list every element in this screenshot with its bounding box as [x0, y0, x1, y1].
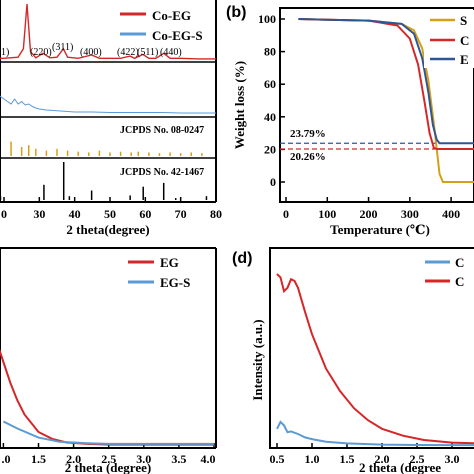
panel-b-ytick-label: 20: [264, 142, 276, 156]
panel-a-xtick-label: 40: [69, 207, 81, 221]
panel-a: 0 30 40 50 60 70 80 Co-EG Co-EG-S 1) (220) (31…: [0, 0, 222, 237]
panel-b-xtick-label: 300: [401, 207, 419, 221]
panel-d-xtick-label: 1.5: [340, 452, 355, 466]
peak-label-422: (422): [117, 47, 139, 58]
legend-co-eg-s-label: Co-EG-S: [152, 28, 203, 43]
panel-d-xtick-label: 2.5: [410, 452, 425, 466]
peak-label-111: 1): [1, 47, 9, 58]
panel-d-xtick-label: 1.0: [305, 452, 320, 466]
panel-c-xtick-label: 3.0: [136, 452, 151, 466]
panel-c-xtick-label: 2.5: [101, 452, 116, 466]
tga-curve-e: [298, 18, 474, 145]
eg-s-curve: [2, 420, 214, 445]
panel-a-xtick-label: 80: [210, 207, 222, 221]
panel-c-xtick-label: 3.5: [171, 452, 186, 466]
panel-b-xtick-label: 100: [318, 207, 336, 221]
panel-b-ytick-label: 40: [264, 110, 276, 124]
panel-b-ytick-label: 0: [270, 175, 276, 189]
panel-d: (d) Intensity (a.u.) 0.5 1.0 1.5 2.0 2.5 3.0 …: [232, 247, 474, 474]
annotation-23-79: 23.79%: [290, 128, 326, 140]
legend-d-blue-label: C: [455, 255, 464, 270]
panel-c-xtick-label: 2.0: [66, 452, 81, 466]
panel-c-xtick-label: 4.0: [201, 452, 216, 466]
legend-eg-s-label: EG-S: [160, 275, 190, 290]
co-eg-s-curve: [0, 95, 216, 114]
d-curve-blue: [276, 420, 474, 447]
peak-label-511: (511): [137, 47, 158, 58]
co-eg-curve: [0, 3, 216, 60]
panel-c-xtick-label: 1.5: [31, 452, 46, 466]
panel-b-xtick-label: 400: [442, 207, 460, 221]
panel-d-xtick-label: 2.0: [375, 452, 390, 466]
panel-b-frame: [279, 7, 474, 203]
panel-c-xlabel: 2 theta (degree): [65, 460, 151, 474]
panel-b: (b) Weight loss (%) Temperature (℃) 0 20 4…: [226, 4, 474, 237]
panel-b-xtick-label: 200: [360, 207, 378, 221]
panel-c-xtick-label: .0: [2, 452, 11, 466]
ref-label-08-0247: JCPDS No. 08-0247: [120, 125, 204, 136]
panel-d-xlabel: 2 theta (degree: [359, 460, 441, 474]
panel-d-xtick-label: 0.5: [270, 452, 285, 466]
panel-b-ylabel: Weight loss (%): [232, 61, 247, 149]
panel-a-xtick-label: 50: [104, 207, 116, 221]
jcpds-42-1467-sticks: [0, 162, 208, 200]
eg-curve: [0, 348, 214, 446]
panel-c: .0 1.5 2.0 2.5 3.0 3.5 4.0 EG EG-S 2 theta (de…: [0, 247, 217, 474]
panel-b-ytick-label: 80: [264, 45, 276, 59]
peak-label-311: (311): [52, 42, 73, 53]
d-curve-red: [276, 273, 474, 445]
jcpds-08-0247-sticks: [10, 141, 203, 156]
peak-label-440: (440): [160, 47, 182, 58]
peak-label-220: (220): [30, 47, 52, 58]
panel-d-letter: (d): [232, 250, 252, 267]
panel-b-letter: (b): [226, 4, 246, 21]
legend-c-label: C: [460, 33, 469, 48]
peak-label-400: (400): [80, 47, 102, 58]
annotation-20-26: 20.26%: [290, 151, 326, 163]
panel-d-frame: [269, 247, 474, 449]
legend-eg-label: EG: [160, 255, 179, 270]
legend-e-label: E: [460, 52, 469, 67]
legend-s-label: S: [460, 13, 467, 28]
panel-d-xtick-label: 3.0: [445, 452, 460, 466]
panel-d-ylabel: Intensity (a.u.): [250, 319, 265, 400]
legend-d-red-label: C: [455, 274, 464, 289]
panel-a-xtick-label: 0: [1, 207, 7, 221]
panel-b-ytick-label: 100: [258, 12, 276, 26]
legend-co-eg-label: Co-EG: [152, 8, 191, 23]
panel-b-xtick-label: 0: [283, 207, 289, 221]
panel-b-ytick-label: 60: [264, 77, 276, 91]
panel-a-xtick-label: 30: [33, 207, 45, 221]
ref-label-42-1467: JCPDS No. 42-1467: [120, 167, 204, 178]
panel-a-xtick-label: 70: [175, 207, 187, 221]
panel-a-xlabel: 2 theta(degree): [66, 222, 149, 237]
panel-b-xlabel: Temperature (℃): [330, 222, 430, 237]
panel-a-xtick-label: 60: [139, 207, 151, 221]
